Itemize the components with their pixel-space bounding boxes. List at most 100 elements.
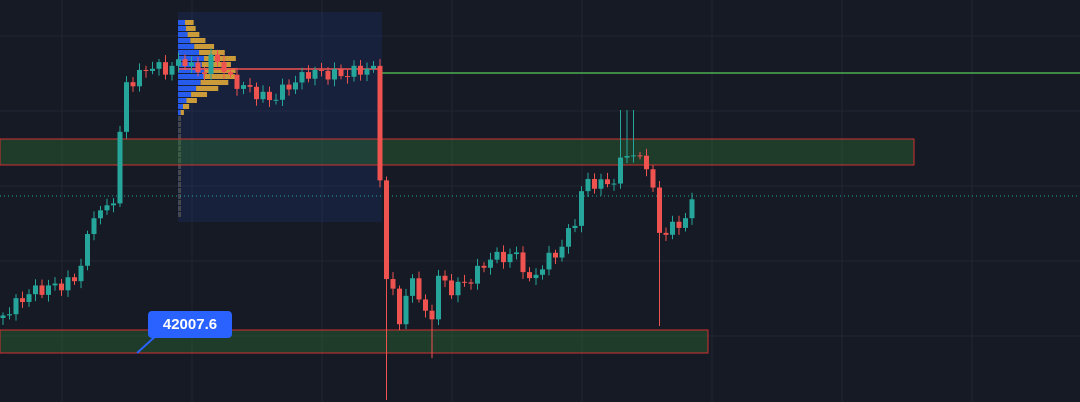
profile-bar-down — [179, 176, 181, 181]
profile-bar-up — [178, 182, 180, 187]
candle-body — [546, 252, 552, 270]
profile-bar-down — [196, 86, 219, 91]
profile-bar-down — [203, 68, 236, 73]
candle-body — [254, 86, 259, 100]
candle-body — [468, 282, 474, 284]
candle-body — [514, 252, 519, 255]
candle-body — [676, 221, 682, 228]
candle-body — [423, 299, 428, 311]
candle-body — [208, 54, 214, 74]
profile-bar-up — [178, 158, 180, 163]
candle-body — [221, 62, 227, 72]
profile-bar-down — [179, 170, 181, 175]
candle-body — [559, 246, 565, 258]
profile-bar-up — [178, 68, 204, 73]
candle-body — [286, 84, 292, 90]
candle-body — [137, 69, 142, 87]
candle-body — [345, 76, 350, 78]
candle-body — [319, 69, 324, 71]
candle-body — [46, 285, 51, 295]
profile-bar-up — [178, 122, 180, 127]
profile-bar-up — [178, 206, 180, 211]
profile-bar-down — [187, 32, 200, 37]
profile-bar-up — [178, 32, 188, 37]
profile-bar-down — [201, 62, 231, 67]
candle-body — [65, 277, 71, 291]
candle-body — [182, 59, 188, 66]
candle-body — [644, 155, 649, 170]
profile-bar-up — [178, 170, 180, 175]
support-zone — [0, 329, 709, 354]
profile-bar-down — [179, 158, 181, 163]
profile-bar-down — [179, 140, 181, 145]
candle-body — [585, 178, 591, 192]
profile-bar-up — [178, 194, 180, 199]
candle-body — [618, 157, 623, 184]
profile-bar-down — [180, 110, 184, 115]
candle-body — [436, 275, 441, 320]
candle-body — [117, 131, 123, 204]
candle-body — [566, 228, 571, 247]
candle-body — [351, 65, 357, 77]
profile-bar-up — [178, 20, 186, 25]
candle-body — [33, 285, 38, 295]
candle-body — [273, 99, 279, 101]
candle-body — [72, 277, 77, 282]
profile-bar-down — [179, 116, 181, 121]
marker-box[interactable] — [148, 311, 232, 338]
candle-body — [397, 288, 402, 325]
candle-body — [143, 69, 149, 71]
candle-body — [325, 70, 331, 80]
profile-bar-up — [178, 200, 180, 205]
candle-body — [390, 279, 396, 289]
candle-body — [631, 155, 636, 157]
candle-body — [26, 294, 32, 302]
candles — [0, 48, 695, 400]
profile-bar-down — [179, 206, 181, 211]
candle-body — [91, 218, 97, 235]
candle-body — [488, 259, 493, 268]
profile-bar-down — [179, 122, 181, 127]
profile-bar-down — [203, 74, 235, 79]
candle-body — [527, 272, 532, 279]
profile-bar-up — [178, 110, 181, 115]
candle-body — [416, 278, 422, 300]
profile-bar-up — [178, 92, 192, 97]
profile-bar-up — [178, 212, 180, 217]
resistance-zone — [0, 138, 915, 166]
profile-bar-up — [178, 152, 180, 157]
profile-bar-up — [178, 134, 180, 139]
candle-body — [481, 265, 487, 268]
candle-body — [247, 85, 253, 87]
profile-bar-up — [178, 86, 197, 91]
candle-body — [442, 275, 448, 281]
candle-body — [98, 210, 103, 219]
profile-bar-up — [178, 128, 180, 133]
profile-bar-up — [178, 164, 180, 169]
profile-bar-up — [178, 104, 184, 109]
candle-body — [637, 155, 643, 157]
candle-body — [455, 281, 461, 296]
profile-bar-down — [179, 152, 181, 157]
profile-bar-up — [178, 44, 195, 49]
profile-bar-down — [183, 104, 190, 109]
candle-body — [462, 281, 467, 283]
candle-body — [371, 65, 376, 69]
marker-label: 42007.6 — [163, 316, 217, 333]
candle-body — [111, 203, 116, 206]
candle-body — [598, 179, 604, 189]
candle-body — [332, 69, 337, 80]
candle-body — [364, 68, 370, 75]
profile-bar-down — [179, 164, 181, 169]
candle-body — [624, 155, 630, 158]
candle-body — [312, 69, 318, 79]
candle-body — [501, 251, 506, 263]
candle-body — [215, 54, 220, 63]
profile-bar-down — [200, 80, 229, 85]
profile-bar-up — [178, 50, 200, 55]
profile-bar-down — [186, 98, 197, 103]
candle-body — [241, 85, 246, 89]
profile-bar-down — [185, 26, 196, 31]
candle-body — [7, 314, 12, 316]
candle-body — [124, 82, 129, 132]
